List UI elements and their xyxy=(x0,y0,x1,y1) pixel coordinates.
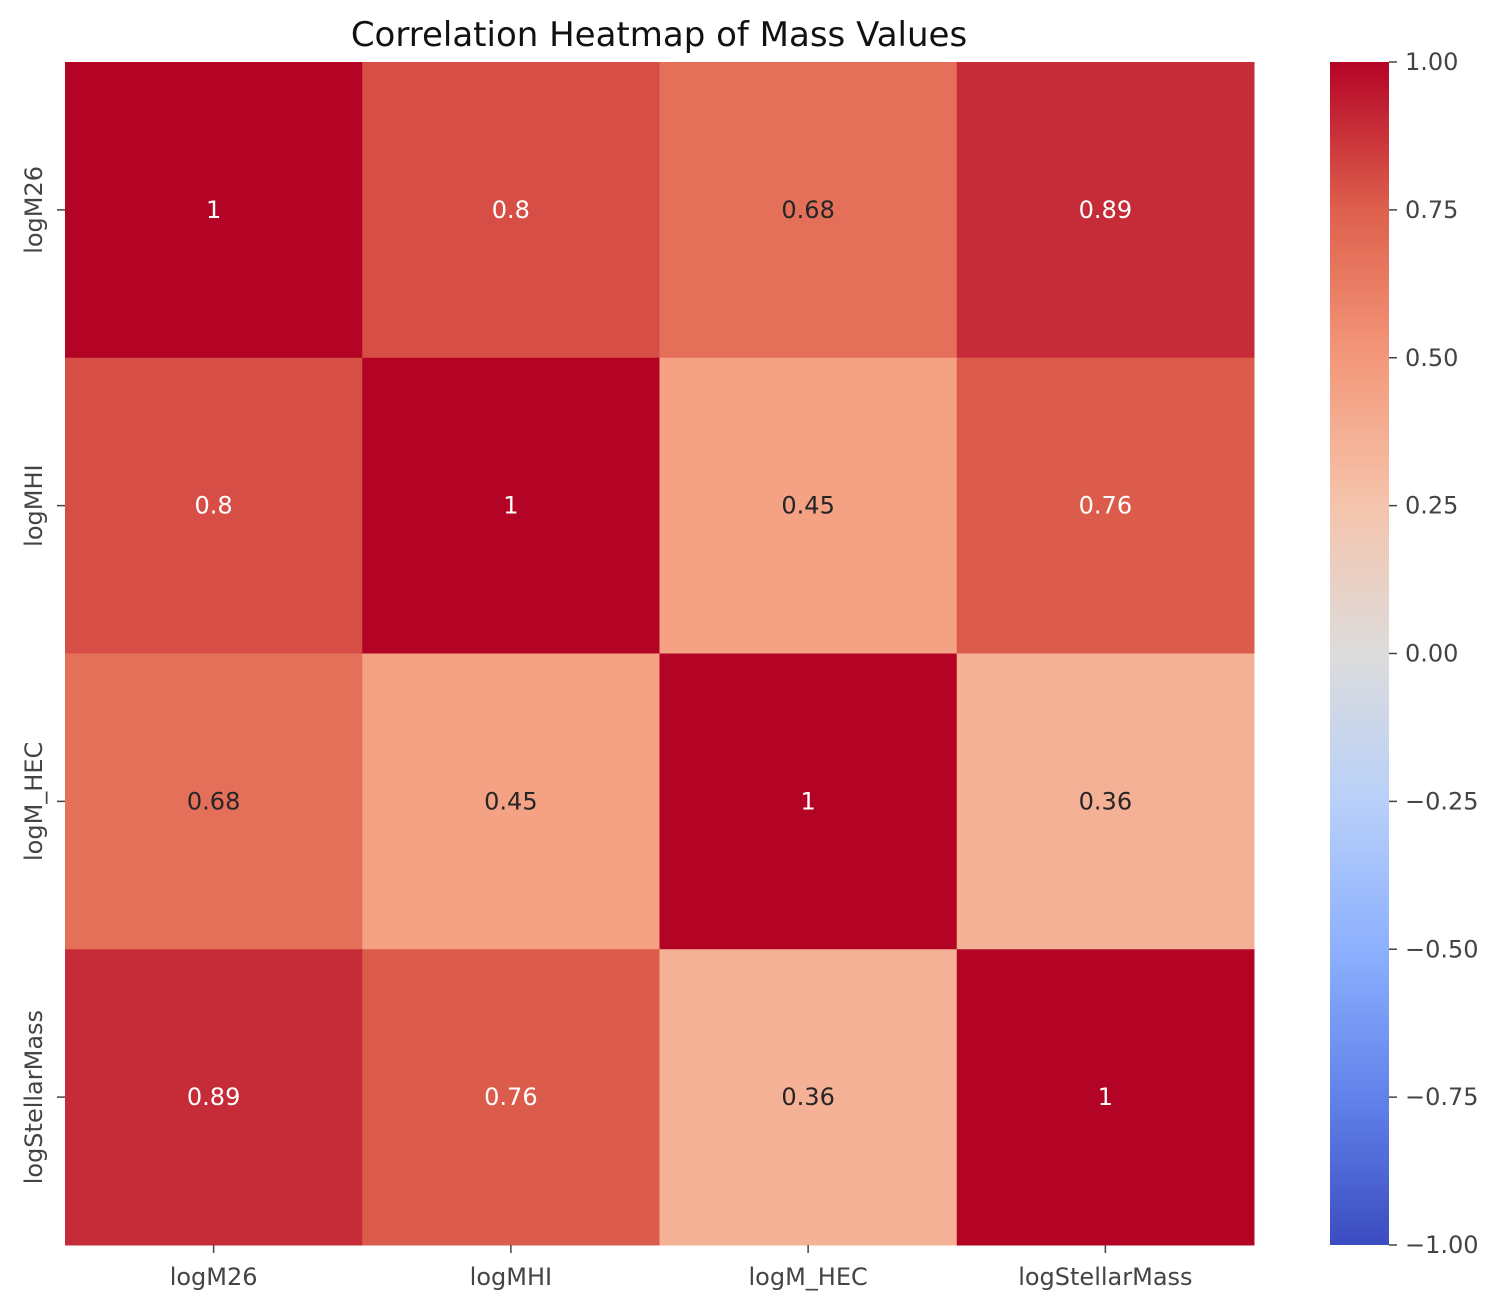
heatmap-cell xyxy=(65,62,363,359)
heatmap-cell xyxy=(956,357,1255,654)
colorbar-gradient xyxy=(1330,62,1389,1245)
cell-annotation: 1 xyxy=(1098,1083,1113,1111)
cell-annotation: 0.89 xyxy=(187,1083,240,1111)
heatmap-cell xyxy=(65,653,363,950)
cell-annotation: 0.68 xyxy=(781,196,834,224)
colorbar-tick-label: 0.75 xyxy=(1405,196,1458,224)
heatmap-cell xyxy=(659,357,958,654)
y-tick-label: logM26 xyxy=(20,166,48,254)
colorbar-tick-label: 0.50 xyxy=(1405,344,1458,372)
heatmap-cell xyxy=(65,949,363,1246)
x-tick-label: logMHI xyxy=(470,1263,552,1291)
x-axis: logM26 logMHI logM_HEC logStellarMass xyxy=(170,1245,1193,1291)
colorbar: 1.00 0.75 0.50 0.25 0.00 −0.25 −0.50 −0.75 −1.00 xyxy=(1330,48,1479,1259)
cell-annotation: 0.45 xyxy=(484,787,537,815)
cell-annotation: 0.68 xyxy=(187,787,240,815)
cell-annotation: 0.45 xyxy=(781,492,834,520)
y-tick-label: logM_HEC xyxy=(20,742,48,861)
cell-annotation: 0.76 xyxy=(1079,492,1132,520)
cell-annotation: 1 xyxy=(800,787,815,815)
colorbar-tick-label: 1.00 xyxy=(1405,48,1458,76)
colorbar-tick-label: 0.00 xyxy=(1405,640,1458,668)
heatmap-cell xyxy=(362,62,660,359)
y-axis: logM26 logMHI logM_HEC logStellarMass xyxy=(20,166,65,1184)
x-tick-label: logM_HEC xyxy=(748,1263,867,1291)
chart-title: Correlation Heatmap of Mass Values xyxy=(351,15,967,55)
heatmap-cell xyxy=(956,62,1255,359)
heatmap-cell xyxy=(362,357,660,654)
heatmap-cell xyxy=(65,357,363,654)
colorbar-tick-label: −1.00 xyxy=(1405,1231,1479,1259)
y-tick-label: logStellarMass xyxy=(20,1010,48,1184)
heatmap-cell xyxy=(659,62,958,359)
colorbar-tick-label: −0.75 xyxy=(1405,1083,1479,1111)
cell-annotation: 0.8 xyxy=(195,492,233,520)
y-tick-label: logMHI xyxy=(20,464,48,546)
cell-annotation: 0.76 xyxy=(484,1083,537,1111)
heatmap-cells: 1 0.8 0.68 0.89 0.8 1 0.45 0.76 0.68 0.45 1 0.36 0.8… xyxy=(65,62,1255,1246)
x-tick-label: logStellarMass xyxy=(1018,1263,1192,1291)
heatmap-cell xyxy=(362,949,660,1246)
cell-annotation: 1 xyxy=(206,196,221,224)
x-tick-label: logM26 xyxy=(170,1263,258,1291)
colorbar-tick-label: −0.25 xyxy=(1405,787,1479,815)
colorbar-tick-label: −0.50 xyxy=(1405,935,1479,963)
cell-annotation: 0.8 xyxy=(492,196,530,224)
heatmap-cell xyxy=(659,653,958,950)
cell-annotation: 0.36 xyxy=(1079,787,1132,815)
cell-annotation: 0.36 xyxy=(781,1083,834,1111)
cell-annotation: 0.89 xyxy=(1079,196,1132,224)
heatmap-cell xyxy=(956,949,1255,1246)
heatmap-cell xyxy=(956,653,1255,950)
colorbar-tick-label: 0.25 xyxy=(1405,492,1458,520)
cell-annotation: 1 xyxy=(503,492,518,520)
heatmap-cell xyxy=(362,653,660,950)
colorbar-ticks: 1.00 0.75 0.50 0.25 0.00 −0.25 −0.50 −0.75 −1.00 xyxy=(1389,48,1479,1259)
heatmap-cell xyxy=(659,949,958,1246)
